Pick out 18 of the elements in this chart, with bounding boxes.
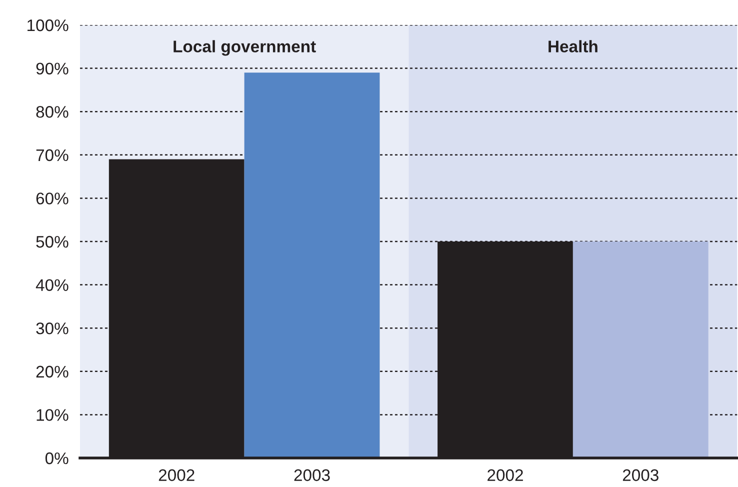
x-tick-label: Health xyxy=(548,40,598,52)
y-tick-label: 60% xyxy=(36,192,68,204)
y-tick-label: 10% xyxy=(36,409,68,421)
y-tick-label: 50% xyxy=(36,236,68,248)
bar xyxy=(572,242,708,458)
y-tick-label: 90% xyxy=(36,62,68,75)
y-tick-label: 40% xyxy=(36,279,68,292)
y-tick-label: 0% xyxy=(45,452,68,464)
text: 2003 xyxy=(622,469,658,482)
y-tick-label: 70% xyxy=(36,149,68,162)
y-tick-label: 20% xyxy=(36,366,68,378)
y-tick-label: 30% xyxy=(36,322,68,334)
y-tick-label: 100% xyxy=(28,19,68,32)
text: 2002 xyxy=(488,469,523,482)
series-label: 2002 xyxy=(158,469,194,482)
y-tick-label: 80% xyxy=(36,106,68,118)
x-tick-label: Local government xyxy=(174,40,316,56)
series-label: 2003 xyxy=(294,469,330,482)
